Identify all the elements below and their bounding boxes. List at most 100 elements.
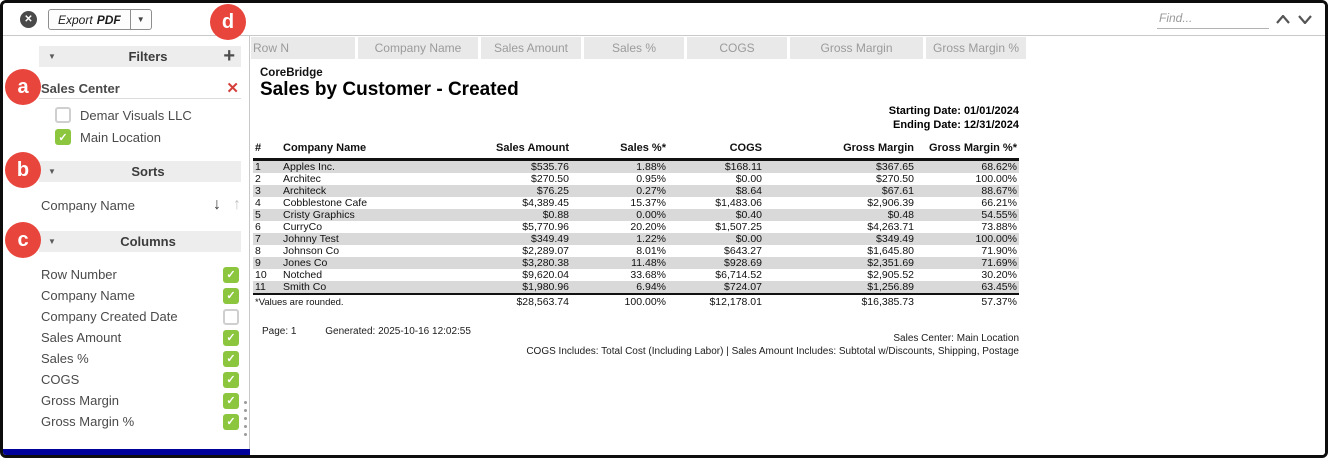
sort-descending-icon[interactable]: ↓ [213, 196, 221, 213]
find-next-chevron-down-icon[interactable] [1297, 13, 1313, 25]
total-sales-amount: $28,563.74 [481, 293, 571, 310]
table-cell: $2,905.52 [867, 269, 914, 281]
table-cell: $76.25 [536, 185, 569, 197]
filters-title: Filters [128, 49, 168, 64]
table-cell: Smith Co [283, 281, 327, 293]
table-column-header: Gross Margin [764, 140, 916, 161]
table-cell: $67.61 [881, 185, 914, 197]
table-cell: $2,906.39 [867, 197, 914, 209]
table-column-header: Company Name [281, 140, 481, 161]
column-toggle-row: Company Created Date [41, 306, 239, 327]
column-toggle-label: COGS [41, 372, 80, 387]
table-cell: $0.88 [542, 209, 569, 221]
page-number: Page: 1 [262, 326, 297, 337]
column-toggle-label: Sales Amount [41, 330, 122, 345]
table-cell: 7 [255, 233, 261, 245]
filters-collapse-icon[interactable]: ▼ [48, 52, 56, 61]
table-cell: Jones Co [283, 257, 328, 269]
checkbox-checked[interactable]: ✓ [55, 129, 71, 145]
table-row: 2 Architec $270.50 0.95% $0.00 $270.50 100.00% [253, 173, 1019, 185]
column-toggle-label: Sales % [41, 351, 89, 366]
column-chip[interactable]: Row N [251, 37, 355, 59]
table-row: 4 Cobblestone Cafe $4,389.45 15.37% $1,483.0… [253, 197, 1019, 209]
starting-date: Starting Date: 01/01/2024 [888, 105, 1019, 117]
table-row: 11 Smith Co $1,980.96 6.94% $724.07 $1,256.89… [253, 281, 1019, 294]
table-cell: $4,389.45 [522, 197, 569, 209]
sorts-collapse-icon[interactable]: ▼ [48, 167, 56, 176]
column-chip[interactable]: Gross Margin % [926, 37, 1026, 59]
drag-handle-dots-icon[interactable] [242, 396, 248, 441]
table-column-header: Sales Amount [481, 140, 571, 161]
table-cell: 71.69% [981, 257, 1017, 269]
checkbox-checked[interactable]: ✓ [223, 329, 239, 346]
table-row: 7 Johnny Test $349.49 1.22% $0.00 $349.49 100.… [253, 233, 1019, 245]
table-cell: 0.27% [636, 185, 666, 197]
find-input[interactable]: Find... [1157, 9, 1269, 29]
table-cell: 4 [255, 197, 261, 209]
sort-ascending-icon[interactable]: ↑ [233, 196, 241, 213]
table-cell: $0.00 [735, 233, 762, 245]
find-previous-chevron-up-icon[interactable] [1275, 13, 1291, 25]
table-cell: $1,483.06 [715, 197, 762, 209]
column-toggle-row: Sales Amount ✓ [41, 327, 239, 348]
table-column-header: Gross Margin %* [916, 140, 1019, 161]
table-cell: $1,980.96 [522, 281, 569, 293]
table-cell: $367.65 [876, 161, 914, 173]
checkbox-checked[interactable]: ✓ [223, 413, 239, 430]
remove-filter-icon[interactable]: ✕ [226, 80, 239, 97]
sales-by-customer-table: # Company Name Sales Amount Sales %* COGS Gro… [253, 140, 1019, 310]
table-cell: 30.20% [981, 269, 1017, 281]
checkbox-unchecked[interactable] [55, 107, 71, 123]
column-chip[interactable]: Sales Amount [481, 37, 581, 59]
column-chip[interactable]: COGS [687, 37, 787, 59]
filter-option: Demar Visuals LLC [55, 104, 192, 126]
table-row: 8 Johnson Co $2,289.07 8.01% $643.27 $1,645.8… [253, 245, 1019, 257]
column-toggle-label: Company Name [41, 288, 135, 303]
table-cell: $5,770.96 [522, 221, 569, 233]
columns-title: Columns [120, 234, 176, 249]
table-cell: Architeck [283, 185, 327, 197]
filter-option-label: Demar Visuals LLC [80, 107, 192, 123]
table-cell: 10 [255, 269, 267, 281]
table-cell: $0.00 [735, 173, 762, 185]
table-cell: 1.22% [636, 233, 666, 245]
table-cell: 100.00% [975, 173, 1017, 185]
checkbox-checked[interactable]: ✓ [223, 287, 239, 304]
filters-section-header: ▼ Filters + [39, 45, 241, 67]
table-cell: Johnny Test [283, 233, 339, 245]
column-toggle-label: Gross Margin % [41, 414, 135, 429]
checkbox-checked[interactable]: ✓ [223, 371, 239, 388]
checkbox-checked[interactable]: ✓ [223, 392, 239, 409]
table-cell: 88.67% [981, 185, 1017, 197]
checkbox-unchecked[interactable] [223, 308, 239, 325]
column-chip[interactable]: Gross Margin [790, 37, 923, 59]
annotation-badge-d: d [210, 4, 246, 40]
columns-section-header: ▼ Columns [39, 231, 241, 252]
checkbox-checked[interactable]: ✓ [223, 266, 239, 283]
table-cell: Notched [283, 269, 323, 281]
columns-collapse-icon[interactable]: ▼ [48, 237, 56, 246]
add-filter-button[interactable]: + [223, 45, 235, 67]
total-gross-margin: $16,385.73 [764, 293, 916, 310]
total-gross-margin-percent: 57.37% [916, 293, 1019, 310]
total-sales-percent: 100.00% [571, 293, 668, 310]
sidebar-bottom-scrollbar[interactable] [3, 449, 250, 455]
column-chip-row: Row N Company Name Sales Amount Sales % COGS… [251, 37, 1026, 59]
column-chip[interactable]: Company Name [358, 37, 478, 59]
export-dropdown-button[interactable]: ▼ [129, 10, 151, 29]
column-chip[interactable]: Sales % [584, 37, 684, 59]
export-pdf-button[interactable]: Export PDF ▼ [48, 9, 152, 30]
columns-checklist: Row Number ✓ Company Name ✓ Company Created … [41, 264, 239, 432]
sorts-title: Sorts [131, 164, 165, 179]
column-toggle-row: COGS ✓ [41, 369, 239, 390]
table-cell: $349.49 [531, 233, 569, 245]
table-cell: Apples Inc. [283, 161, 335, 173]
annotation-badge-c: c [5, 222, 41, 258]
table-row: 6 CurryCo $5,770.96 20.20% $1,507.25 $4,263.7… [253, 221, 1019, 233]
column-toggle-row: Row Number ✓ [41, 264, 239, 285]
sort-item-label: Company Name [41, 197, 135, 213]
table-cell: 1.88% [636, 161, 666, 173]
close-icon[interactable]: ✕ [20, 11, 37, 28]
checkbox-checked[interactable]: ✓ [223, 350, 239, 367]
table-cell: 11 [255, 281, 266, 293]
